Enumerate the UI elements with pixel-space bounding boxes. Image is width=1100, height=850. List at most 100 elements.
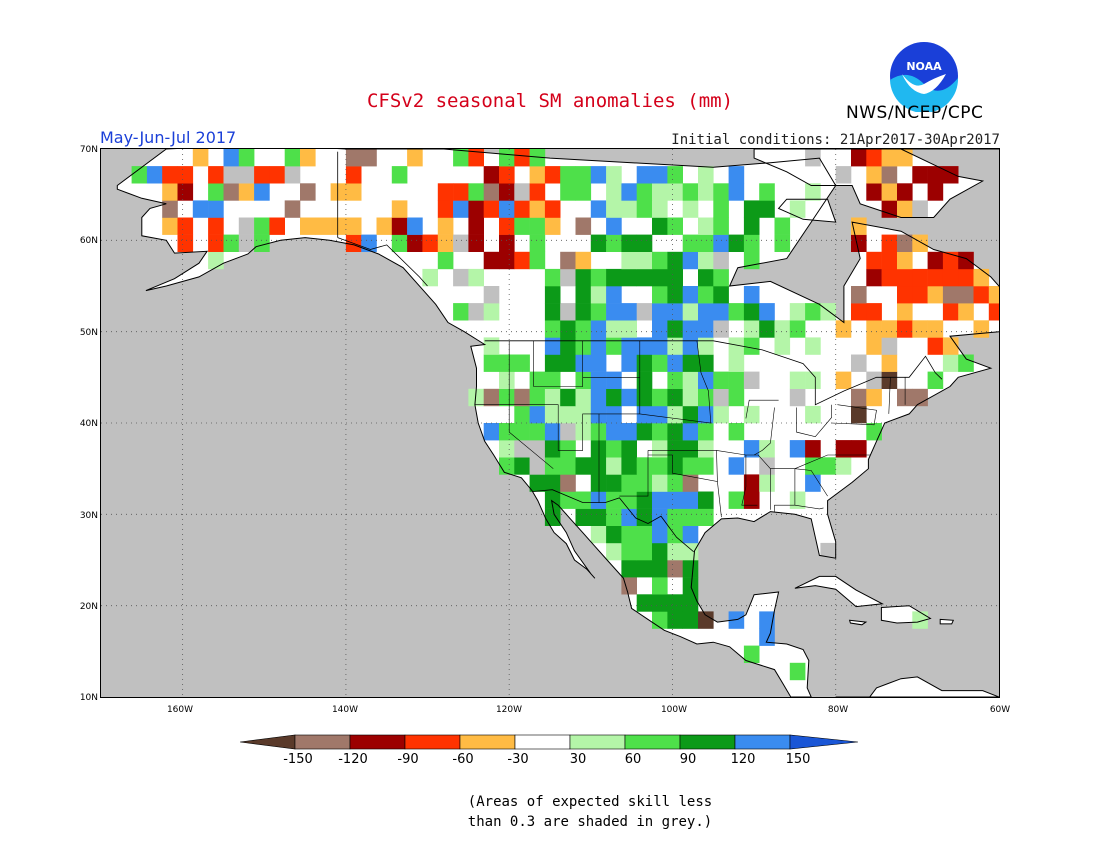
anomaly-cell [529,234,546,252]
anomaly-cell [575,251,592,270]
anomaly-cell [942,337,959,355]
anomaly-cell [514,440,530,458]
anomaly-cell [713,217,729,235]
logo-text: NOAA [906,60,942,73]
anomaly-cell [667,405,683,424]
anomaly-cell [774,234,791,252]
anomaly-cell [223,149,240,167]
anomaly-cell [851,286,867,304]
anomaly-cell [208,251,224,270]
lon-label: 80W [827,705,849,715]
anomaly-cell [851,217,867,235]
anomaly-cell [606,508,622,526]
anomaly-cell [544,166,561,184]
anomaly-cell [866,423,882,441]
anomaly-cell [621,268,637,287]
anomaly-cell [544,320,561,338]
anomaly-cell [223,183,240,201]
anomaly-cell [728,611,745,629]
anomaly-cell [682,320,699,338]
anomaly-cell [667,354,683,372]
anomaly-cell [682,457,699,475]
anomaly-cell [713,371,729,389]
anomaly-cell [636,234,653,252]
anomaly-cell [162,200,178,218]
anomaly-cell [881,337,898,355]
season-label: May-Jun-Jul 2017 [100,128,237,147]
anomaly-cell [590,320,607,338]
anomaly-cell [759,628,775,646]
anomaly-cell [192,149,209,167]
anomaly-cell [897,320,913,338]
anomaly-cell [652,560,668,578]
anomaly-cell [652,286,668,304]
anomaly-cell [789,200,806,218]
anomaly-cell [529,423,546,441]
anomaly-cell [499,234,515,252]
anomaly-cell [621,388,637,407]
anomaly-cell [468,200,484,218]
anomaly-cell [866,251,882,270]
anomaly-cell [897,286,913,304]
jamaica-land [849,620,866,625]
lon-label: 100W [660,705,688,715]
anomaly-cell [590,491,607,509]
anomaly-cell [499,457,515,475]
anomaly-cell [667,251,683,270]
anomaly-cell [529,166,546,184]
anomaly-cell [606,388,622,407]
anomaly-cell [514,200,530,218]
anomaly-cell [774,337,791,355]
lon-label: 120W [495,705,523,715]
anomaly-cell [652,183,668,201]
anomaly-cell [682,200,699,218]
anomaly-cell [483,303,500,321]
anomaly-cell [606,371,622,389]
anomaly-cell [866,320,882,338]
anomaly-cell [606,200,622,218]
anomaly-cell [453,200,469,218]
anomaly-cell [805,371,821,389]
cuba-coastline [794,575,884,608]
anomaly-cell [529,251,546,270]
anomaly-cell [927,166,944,184]
anomaly-cell [866,371,882,389]
anomaly-cell [652,491,668,509]
anomaly-cell [499,166,515,184]
anomaly-cell [866,149,882,167]
anomaly-cell [942,354,959,372]
anomaly-cell [713,200,729,218]
anomaly-cell [560,491,576,509]
colorbar-label: 120 [730,752,756,767]
anomaly-cell [728,423,745,441]
anomaly-cell [636,183,653,201]
anomaly-cell [805,474,821,492]
anomaly-cell [698,508,714,526]
anomaly-cell [560,354,576,372]
anomaly-cell [590,423,607,441]
anomaly-cells [131,149,1005,681]
anomaly-cell [698,457,714,475]
anomaly-cell [254,217,270,235]
skill-note: (Areas of expected skill less than 0.3 a… [440,792,740,832]
anomaly-cell [208,217,224,235]
anomaly-cell [499,251,515,270]
anomaly-cell [851,234,867,252]
anomaly-cell [575,457,592,475]
anomaly-cell [820,303,836,321]
anomaly-cell [682,303,699,321]
anomaly-cell [560,337,576,355]
anomaly-cell [958,286,974,304]
anomaly-cell [942,166,959,184]
colorbar-swatch [514,734,571,750]
anomaly-cell [544,303,561,321]
anomaly-cell [942,286,959,304]
anomaly-cell [728,388,745,407]
anomaly-cell [667,474,683,492]
anomaly-cell [544,508,561,526]
anomaly-cell [468,149,484,167]
anomaly-cell [636,423,653,441]
puerto-rico-coastline [939,618,955,625]
anomaly-cell [698,303,714,321]
anomaly-cell [652,525,668,544]
